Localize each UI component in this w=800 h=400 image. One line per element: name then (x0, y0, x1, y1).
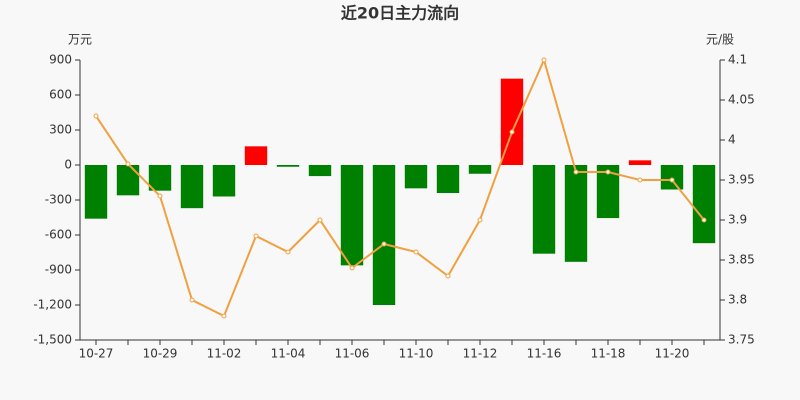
bar (244, 146, 268, 165)
line-point (349, 265, 355, 271)
line-point (637, 177, 643, 183)
bar (660, 165, 684, 190)
line-point (701, 217, 707, 223)
bar (692, 165, 716, 244)
y-tick-label: -1,500 (33, 333, 72, 347)
line-point (509, 129, 515, 135)
line-point (669, 177, 675, 183)
y2-tick-label: 3.95 (728, 173, 755, 187)
line-point (541, 57, 547, 63)
line-point (381, 241, 387, 247)
line-point (221, 313, 227, 319)
y-axis-label: 万元 (68, 33, 92, 47)
bar (180, 165, 204, 209)
x-tick-label: 11-18 (591, 347, 626, 361)
y-tick-label: -300 (45, 193, 72, 207)
line-point (125, 161, 131, 167)
x-tick-label: 11-16 (527, 347, 562, 361)
y2-tick-label: 4.05 (728, 93, 755, 107)
y2-axis-label: 元/股 (706, 33, 734, 47)
bar (436, 165, 460, 193)
x-tick-label: 11-10 (399, 347, 434, 361)
chart-title: 近20日主力流向 (341, 4, 459, 23)
line-point (285, 249, 291, 255)
line-point (573, 169, 579, 175)
bar (212, 165, 236, 197)
bar (628, 160, 652, 165)
x-tick-label: 11-12 (463, 347, 498, 361)
y-tick-label: -600 (45, 228, 72, 242)
bar (116, 165, 140, 196)
bar (532, 165, 556, 254)
y-tick-label: 300 (49, 123, 72, 137)
y-tick-label: 600 (49, 88, 72, 102)
line-point (189, 297, 195, 303)
x-tick-label: 11-20 (655, 347, 690, 361)
bar (404, 165, 428, 189)
x-tick-label: 11-04 (271, 347, 306, 361)
y2-tick-label: 3.75 (728, 333, 755, 347)
y2-tick-label: 4 (728, 133, 736, 147)
x-tick-label: 10-29 (143, 347, 178, 361)
line-point (317, 217, 323, 223)
bar (84, 165, 108, 219)
line-point (93, 113, 99, 119)
bar (596, 165, 620, 219)
bar (276, 165, 300, 167)
bar (148, 165, 172, 191)
bar (308, 165, 332, 177)
y-tick-label: 0 (64, 158, 72, 172)
line-point (253, 233, 259, 239)
line-point (477, 217, 483, 223)
line-point (605, 169, 611, 175)
bar (468, 165, 492, 174)
line-point (157, 193, 163, 199)
y2-tick-label: 3.9 (728, 213, 747, 227)
x-tick-label: 11-06 (335, 347, 370, 361)
y-tick-label: -900 (45, 263, 72, 277)
y2-tick-label: 3.8 (728, 293, 747, 307)
line (95, 57, 705, 318)
y-tick-label: 900 (49, 53, 72, 67)
bar (564, 165, 588, 262)
x-tick-label: 10-27 (79, 347, 114, 361)
bar (500, 78, 524, 165)
bar (340, 165, 364, 266)
x-tick-label: 11-02 (207, 347, 242, 361)
y2-tick-label: 3.85 (728, 253, 755, 267)
bar (372, 165, 396, 305)
line-point (413, 249, 419, 255)
y-tick-label: -1,200 (33, 298, 72, 312)
y2-tick-label: 4.1 (728, 53, 747, 67)
line-point (445, 273, 451, 279)
